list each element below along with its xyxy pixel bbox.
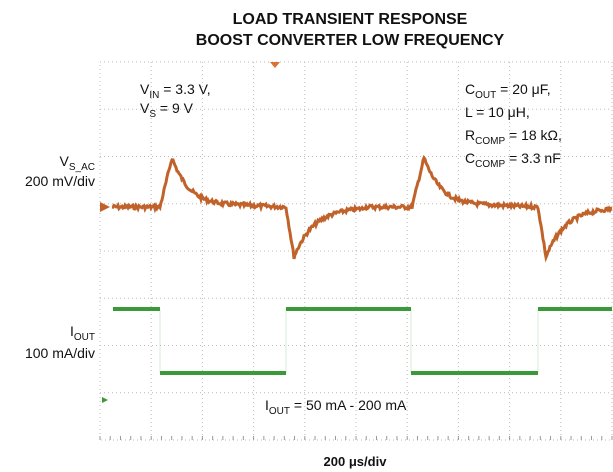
subscript: S	[149, 109, 156, 120]
subscript: COMP	[475, 136, 505, 147]
text-part: V	[140, 100, 150, 116]
text-part: V	[60, 153, 70, 169]
title-line: LOAD TRANSIENT RESPONSE	[233, 11, 468, 28]
subscript: OUT	[475, 90, 496, 101]
annotation: VS_AC	[60, 153, 95, 173]
x-label: 200 μs/div	[324, 454, 388, 469]
text-part: C	[465, 81, 475, 97]
text-part: L = 10 μH,	[465, 104, 530, 120]
title-line: BOOST CONVERTER LOW FREQUENCY	[196, 32, 505, 49]
ch2-ground-marker	[102, 397, 108, 403]
channel-scale: 200 mV/div	[25, 173, 95, 189]
subscript: S_AC	[69, 162, 95, 173]
trigger-marker	[270, 62, 280, 68]
text-part: I	[265, 397, 269, 413]
ch1-ground-marker	[100, 202, 110, 212]
text-part: = 3.3 V,	[159, 81, 210, 97]
subscript: IN	[149, 90, 159, 101]
text-part: = 18 kΩ,	[505, 127, 562, 143]
text-part: = 3.3 nF	[505, 150, 561, 166]
annotation: CCOMP = 3.3 nF	[465, 150, 561, 170]
annotation: RCOMP = 18 kΩ,	[465, 127, 562, 147]
voltage-trace	[111, 154, 613, 263]
channel-scale: 100 mA/div	[25, 345, 95, 361]
annotation: VIN = 3.3 V,	[140, 81, 211, 101]
text-part: I	[70, 323, 74, 339]
annotation: IOUT	[70, 323, 95, 343]
annotation: COUT = 20 μF,	[465, 81, 551, 101]
subscript: OUT	[269, 406, 290, 417]
annotation: L = 10 μH,	[465, 104, 530, 120]
text-part: V	[140, 81, 150, 97]
subscript: OUT	[74, 332, 95, 343]
subscript: COMP	[475, 159, 505, 170]
annotation: VS = 9 V	[140, 100, 194, 120]
grid	[99, 61, 613, 441]
text-part: = 9 V	[156, 100, 194, 116]
current-trace	[113, 307, 612, 375]
text-part: = 20 μF,	[496, 81, 550, 97]
text-part: C	[465, 150, 475, 166]
edge	[159, 309, 539, 373]
annotation: IOUT = 50 mA - 200 mA	[265, 397, 407, 417]
text-part: R	[465, 127, 475, 143]
text-part: = 50 mA - 200 mA	[290, 397, 407, 413]
